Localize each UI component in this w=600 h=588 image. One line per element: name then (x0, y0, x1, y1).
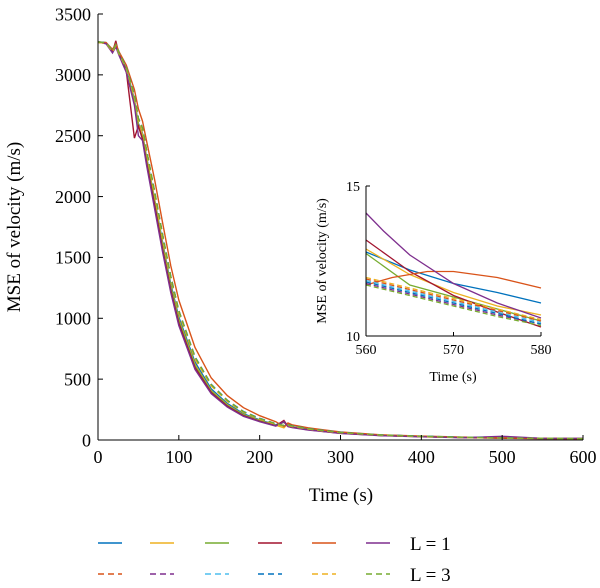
inset-series-12-dashed-line (365, 284, 542, 327)
inset-series-2-solid-line (365, 248, 542, 316)
inset-series-5-solid-line (365, 270, 542, 289)
inset-series-10-dashed-line (365, 281, 542, 325)
y-tick-label: 3500 (55, 4, 91, 24)
main-plot: 0 100 200 300 400 500 600 0 500 1000 1500 2000 2500 3… (55, 4, 597, 467)
x-tick-label: 600 (570, 447, 597, 467)
y-tick-label: 500 (64, 369, 91, 389)
inset-series-4-solid-line (365, 239, 542, 328)
inset-background (305, 178, 555, 393)
x-tick-label: 500 (489, 447, 516, 467)
inset-series-3-solid-line (365, 252, 542, 322)
y-tick-label: 2000 (55, 187, 91, 207)
inset-x-tick-label: 580 (531, 343, 552, 358)
inset-series-9-dashed-line (365, 279, 542, 324)
inset-y-axis-label: MSE of velocity (m/s) (315, 198, 330, 324)
inset-series-8-dashed-line (365, 282, 542, 325)
y-tick-label: 0 (82, 430, 91, 450)
inset-y-tick-label: 10 (346, 330, 360, 345)
inset-x-tick-label: 560 (356, 343, 377, 358)
inset-x-axis-label: Time (s) (429, 370, 477, 385)
series-6-solid-line (97, 41, 584, 440)
series-11-dashed-line (97, 41, 584, 440)
series-5-solid-line (97, 41, 584, 440)
inset-x-tick-label: 570 (443, 343, 464, 358)
legend (98, 542, 390, 575)
y-tick-label: 1000 (55, 309, 91, 329)
y-axis-label: MSE of velocity (m/s) (4, 142, 25, 312)
x-tick-label: 200 (246, 447, 273, 467)
inset-series-6-solid-line (365, 212, 542, 319)
x-tick-label: 400 (408, 447, 435, 467)
x-tick-label: 300 (327, 447, 354, 467)
inset-y-tick-label: 15 (346, 180, 360, 195)
y-tick-label: 3000 (55, 65, 91, 85)
legend-label-row-1: L = 1 (410, 534, 451, 555)
series-12-dashed-line (97, 41, 584, 440)
x-tick-label: 0 (94, 447, 103, 467)
x-axis-label: Time (s) (309, 485, 373, 506)
y-tick-label: 2500 (55, 126, 91, 146)
inset-plot: 560 570 580 10 15 (305, 178, 555, 393)
y-tick-label: 1500 (55, 248, 91, 268)
inset-series-7-dashed-line (365, 278, 542, 322)
inset-series-11-dashed-line (365, 276, 542, 321)
legend-label-row-2: L = 3 (410, 565, 451, 586)
x-tick-label: 100 (165, 447, 192, 467)
